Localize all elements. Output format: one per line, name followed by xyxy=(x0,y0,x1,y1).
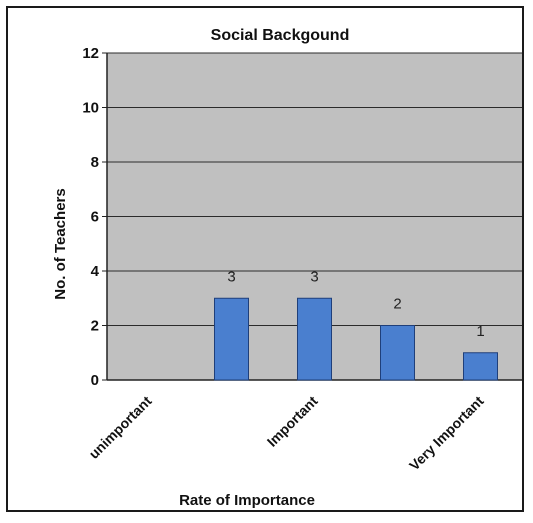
x-tick-label: Important xyxy=(264,393,321,450)
y-tick-label: 2 xyxy=(91,318,99,335)
x-tick-label: Very Important xyxy=(406,393,487,474)
y-tick-label: 8 xyxy=(91,154,99,171)
bar xyxy=(463,352,498,381)
data-label: 2 xyxy=(393,296,401,313)
y-axis-title: No. of Teachers xyxy=(52,188,69,299)
chart-title: Social Backgound xyxy=(211,27,350,44)
y-tick-label: 4 xyxy=(91,263,100,280)
y-tick-label: 12 xyxy=(82,45,99,62)
bar xyxy=(297,297,332,381)
y-tick-label: 0 xyxy=(91,372,99,389)
bar xyxy=(380,325,415,381)
data-label: 3 xyxy=(227,268,235,285)
x-tick-label: unimportant xyxy=(86,393,155,462)
bar xyxy=(214,297,249,381)
y-tick-label: 10 xyxy=(82,100,99,117)
data-label: 3 xyxy=(310,268,318,285)
x-axis-title: Rate of Importance xyxy=(179,492,315,509)
chart-frame: Social Backgound No. of Teachers Rate of… xyxy=(6,6,524,512)
y-tick-label: 6 xyxy=(91,209,99,226)
data-label: 1 xyxy=(476,323,484,340)
bar-chart: Social Backgound No. of Teachers Rate of… xyxy=(52,27,522,509)
